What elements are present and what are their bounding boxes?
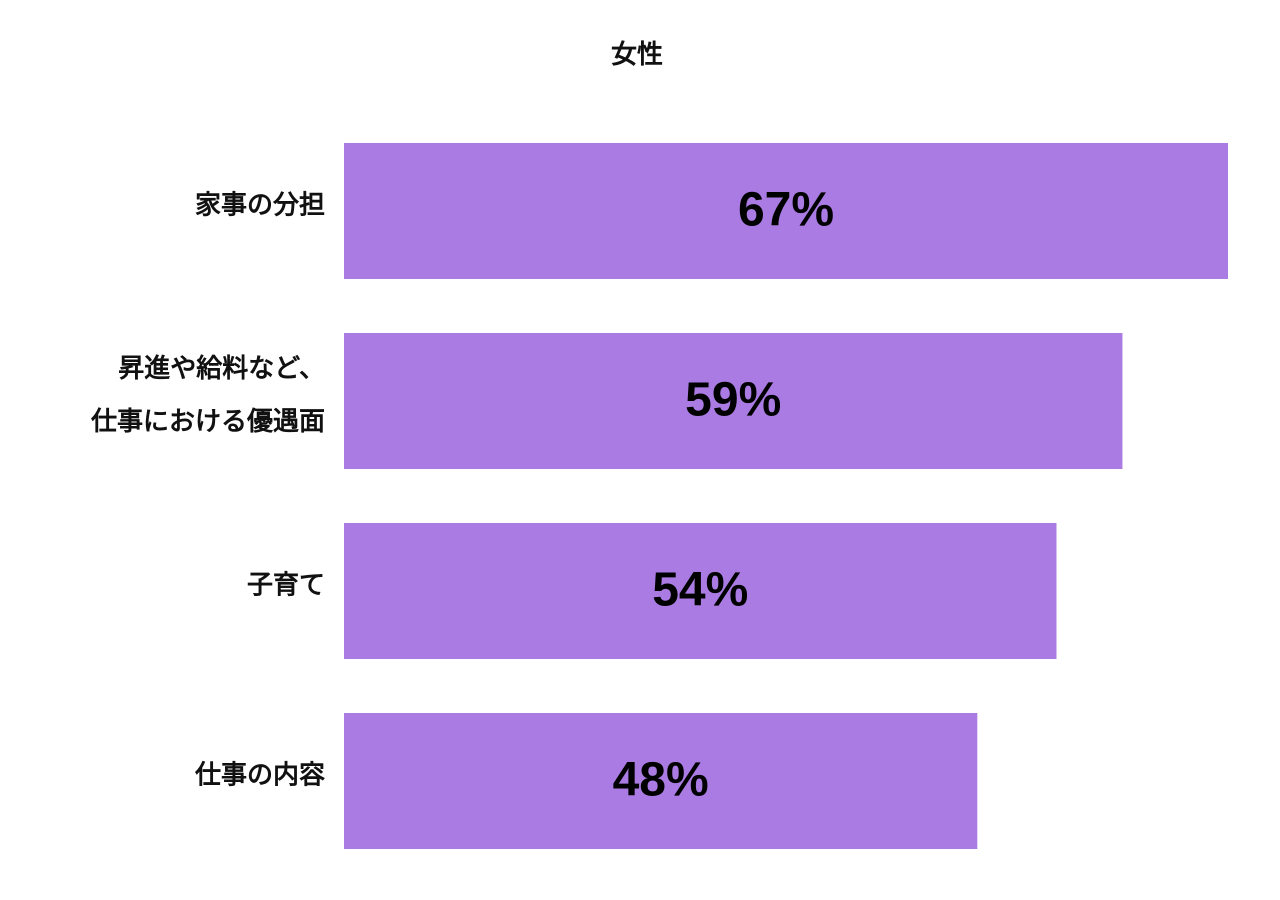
value-label: 54% <box>652 564 748 617</box>
bar <box>344 143 1228 279</box>
chart-title: 女性 <box>611 39 663 69</box>
category-label: 家事の分担 <box>194 189 325 220</box>
value-label: 67% <box>738 184 834 237</box>
category-label: 昇進や給料など、 仕事における優遇面 <box>90 353 325 436</box>
bar <box>344 523 1057 659</box>
category-label: 仕事の内容 <box>194 759 325 790</box>
bar <box>344 713 978 849</box>
value-label: 59% <box>685 374 781 427</box>
bar <box>344 333 1123 469</box>
category-label: 子育て <box>246 569 325 600</box>
value-label: 48% <box>613 754 709 807</box>
